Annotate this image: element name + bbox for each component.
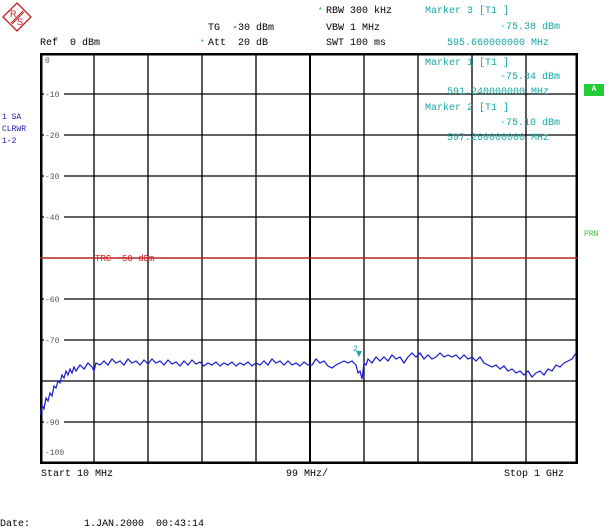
- svg-text:TRC -50 dBm: TRC -50 dBm: [95, 254, 154, 264]
- marker-3-title: Marker 3 [T1 ]: [425, 6, 510, 17]
- attenuation: Att 20 dB: [208, 38, 269, 49]
- rbw-coupled-indicator: *: [318, 7, 323, 16]
- svg-text:-70: -70: [45, 337, 60, 346]
- svg-text:2: 2: [353, 345, 358, 354]
- sweep-time: SWT 100 ms: [326, 38, 387, 49]
- marker-2-title: Marker 2 [T1 ]: [425, 103, 510, 114]
- stop-frequency: Stop 1 GHz: [504, 469, 565, 480]
- rs-logo-icon: R S: [2, 2, 32, 32]
- svg-text:R: R: [10, 9, 17, 19]
- trace-a-badge: A: [584, 84, 604, 96]
- svg-text:-100: -100: [45, 449, 64, 458]
- start-frequency: Start 10 MHz: [41, 469, 114, 480]
- svg-text:-40: -40: [45, 214, 60, 223]
- spectrum-plot: -10 0 -20 -30 -40 -60 -70 -90 -100 TRC -…: [40, 53, 578, 464]
- marker-3-level: -75.38 dBm: [500, 22, 561, 33]
- span-per-division: 99 MHz/: [286, 469, 329, 480]
- marker-2-level: -75.10 dBm: [500, 118, 561, 129]
- trace-range: 1-2: [2, 137, 17, 146]
- svg-text:-90: -90: [45, 419, 60, 428]
- prn-label: PRN: [584, 230, 599, 239]
- svg-text:-30: -30: [45, 173, 60, 182]
- svg-text:0: 0: [45, 57, 50, 66]
- trace-mode: CLRWR: [2, 125, 27, 134]
- rbw: RBW 300 kHz: [326, 6, 393, 17]
- date-value: 1.JAN.2000 00:43:14: [84, 519, 205, 530]
- trace-label: 1 SA: [2, 113, 22, 122]
- marker-1-level: -75.84 dBm: [500, 72, 561, 83]
- att-coupled-indicator: *: [200, 39, 205, 48]
- svg-text:-10: -10: [45, 91, 60, 100]
- svg-text:-20: -20: [45, 132, 60, 141]
- marker-1-freq: 591.240000000 MHz: [447, 87, 550, 98]
- marker-1-title: Marker 1 [T1 ]: [425, 58, 510, 69]
- date-label: Date:: [0, 519, 31, 530]
- tg-level: TG -30 dBm: [208, 23, 275, 34]
- marker-3-freq: 595.660000000 MHz: [447, 38, 550, 49]
- vbw: VBW 1 MHz: [326, 23, 381, 34]
- svg-text:S: S: [17, 17, 23, 27]
- marker-2-freq: 597.260000000 MHz: [447, 133, 550, 144]
- ref-level: Ref 0 dBm: [40, 38, 101, 49]
- svg-text:-60: -60: [45, 296, 60, 305]
